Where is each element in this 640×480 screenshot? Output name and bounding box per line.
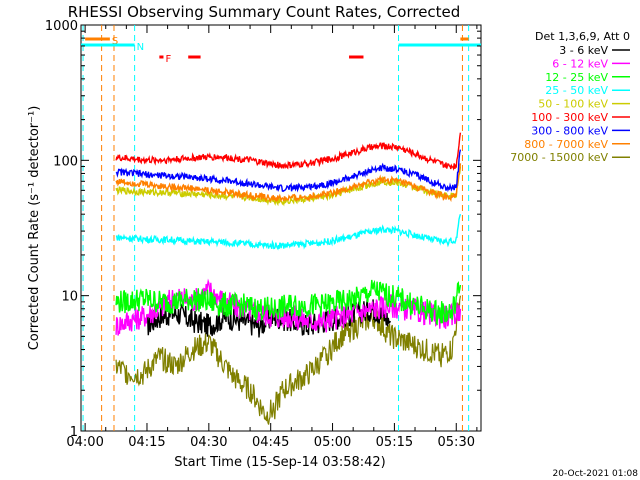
legend-entry: 800 - 7000 keV	[524, 138, 608, 151]
time-markers	[82, 25, 470, 431]
annotation-label: N	[137, 42, 144, 53]
series-line	[115, 279, 462, 326]
legend-entry: 300 - 800 keV	[531, 124, 608, 137]
annotation-bars: S N F	[81, 36, 481, 65]
series-line	[115, 213, 462, 251]
x-tick-label: 04:30	[190, 435, 227, 450]
y-tick-label: 10	[61, 290, 78, 305]
legend-entry: 6 - 12 keV	[552, 57, 608, 70]
legend-entry: 50 - 100 keV	[538, 98, 608, 111]
y-axis-label: Corrected Count Rate (s⁻¹ detector⁻¹)	[27, 106, 42, 351]
y-tick-label: 1000	[45, 19, 78, 34]
x-tick-label: 04:45	[252, 435, 289, 450]
legend-entry: 3 - 6 keV	[559, 44, 608, 57]
legend-entry: 7000 - 15000 keV	[510, 151, 608, 164]
annotation-label: F	[165, 54, 171, 65]
legend-entry: 25 - 50 keV	[545, 84, 608, 97]
plot-frame	[80, 24, 482, 432]
y-tick-label: 100	[53, 154, 78, 169]
x-tick-label: 05:00	[314, 435, 351, 450]
series-layer	[115, 132, 462, 425]
annotation-label: S	[112, 36, 118, 47]
plot-area: S N F 04:00 04:15 04:30 04:45 05:00 05:15 05:30 1…	[45, 19, 482, 450]
x-axis-label: Start Time (15-Sep-14 03:58:42)	[174, 455, 385, 470]
series-line	[146, 298, 391, 338]
series-line	[115, 132, 462, 172]
legend-header: Det 1,3,6,9, Att 0	[535, 30, 630, 43]
legend-entry: 12 - 25 keV	[545, 71, 608, 84]
x-tick-label: 04:15	[128, 435, 165, 450]
chart-title: RHESSI Observing Summary Count Rates, Co…	[68, 3, 461, 21]
x-tick-label: 05:30	[438, 435, 475, 450]
series-line	[115, 295, 461, 425]
date-stamp: 20-Oct-2021 01:08	[553, 469, 639, 479]
axis-ticks: 04:00 04:15 04:30 04:45 05:00 05:15 05:30 1 10 10…	[45, 19, 481, 450]
series-line	[115, 163, 462, 203]
x-tick-label: 04:00	[66, 435, 103, 450]
x-tick-label: 05:15	[376, 435, 413, 450]
series-line	[115, 149, 462, 193]
legend-entry: 100 - 300 keV	[531, 111, 608, 124]
y-tick-label: 1	[70, 425, 78, 440]
